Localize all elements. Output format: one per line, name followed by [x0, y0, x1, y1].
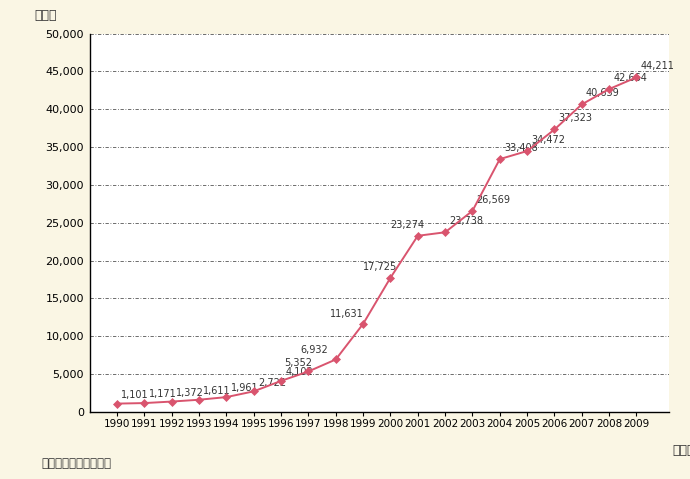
Text: 資料：厚生労働省資料: 資料：厚生労働省資料	[41, 457, 111, 470]
Text: 1,611: 1,611	[203, 386, 230, 396]
Text: 23,738: 23,738	[449, 216, 483, 226]
Text: 1,171: 1,171	[148, 389, 176, 399]
Text: 37,323: 37,323	[559, 114, 593, 124]
Text: 11,631: 11,631	[331, 308, 364, 319]
Text: 1,101: 1,101	[121, 390, 149, 400]
Text: 2,722: 2,722	[258, 377, 286, 388]
Text: （件）: （件）	[34, 9, 57, 22]
Text: 44,211: 44,211	[640, 61, 674, 71]
Text: 4,102: 4,102	[285, 367, 313, 377]
Text: 26,569: 26,569	[477, 195, 511, 205]
Text: 40,639: 40,639	[586, 88, 620, 98]
Text: 33,408: 33,408	[504, 143, 538, 153]
Text: 6,932: 6,932	[300, 345, 328, 355]
Text: 17,725: 17,725	[363, 262, 397, 272]
Text: 34,472: 34,472	[531, 135, 565, 145]
Text: 5,352: 5,352	[284, 358, 312, 368]
Text: （年）: （年）	[672, 444, 690, 457]
Text: 23,274: 23,274	[391, 220, 424, 230]
Text: 1,372: 1,372	[176, 388, 204, 398]
Text: 42,664: 42,664	[613, 73, 647, 83]
Text: 1,961: 1,961	[230, 383, 258, 393]
